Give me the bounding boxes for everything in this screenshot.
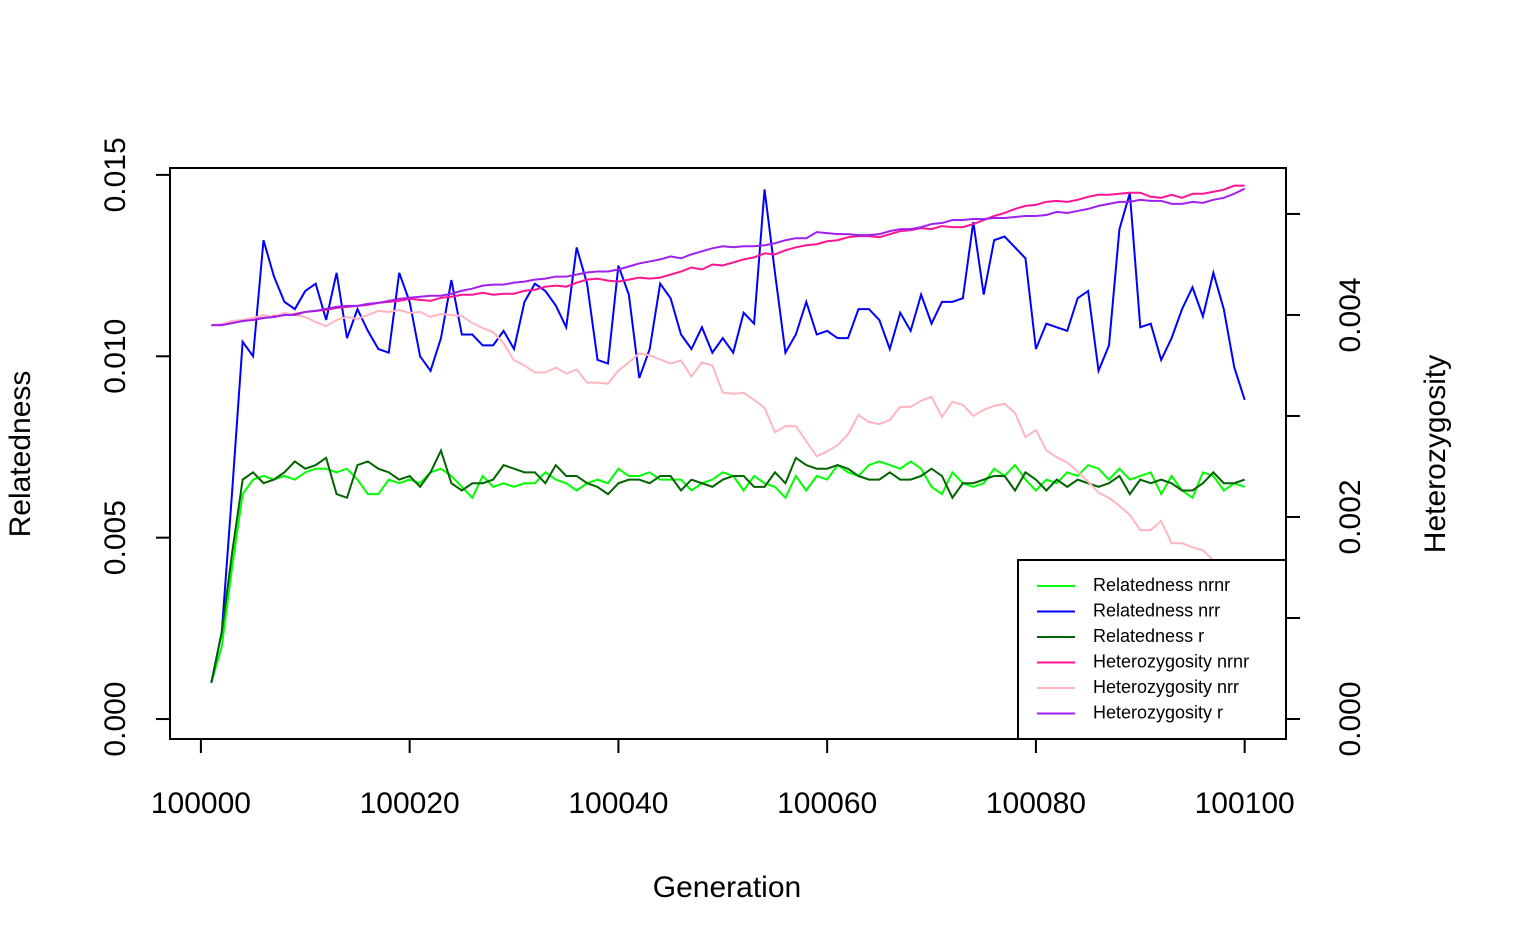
y-axis-title: Relatedness (4, 371, 37, 538)
y-tick-label: 0.005 (99, 500, 132, 575)
x-tick-label: 100020 (360, 787, 460, 820)
legend-box (1017, 559, 1287, 740)
y2-tick-label: 0.002 (1334, 479, 1367, 554)
series-line (211, 187, 1246, 327)
legend-label: Relatedness nrnr (1093, 575, 1230, 595)
legend-label: Heterozygosity r (1093, 702, 1223, 722)
series-line (210, 447, 1245, 683)
y2-tick-label: 0.004 (1334, 277, 1367, 352)
y2-axis-title: Heterozygosity (1419, 355, 1452, 553)
x-tick-label: 100100 (1195, 787, 1295, 820)
x-axis-title: Generation (653, 871, 801, 904)
x-tick-label: 100000 (151, 787, 251, 820)
y-tick-label: 0.000 (99, 682, 132, 757)
x-tick-label: 100080 (986, 787, 1086, 820)
legend-label: Heterozygosity nrnr (1093, 651, 1249, 671)
x-tick-label: 100040 (568, 787, 668, 820)
legend: Relatedness nrnr Relatedness nrr Relatedne… (1017, 559, 1287, 740)
legend-label: Relatedness nrr (1093, 600, 1220, 620)
series-line (211, 308, 1246, 579)
series-line (210, 460, 1245, 684)
y-tick-label: 0.015 (99, 137, 132, 212)
legend-label: Heterozygosity nrr (1093, 677, 1239, 697)
legend-label: Relatedness r (1093, 626, 1204, 646)
x-tick-label: 100060 (777, 787, 877, 820)
y-tick-label: 0.010 (99, 319, 132, 394)
y2-tick-label: 0.000 (1334, 681, 1367, 756)
series-line (210, 189, 1246, 683)
